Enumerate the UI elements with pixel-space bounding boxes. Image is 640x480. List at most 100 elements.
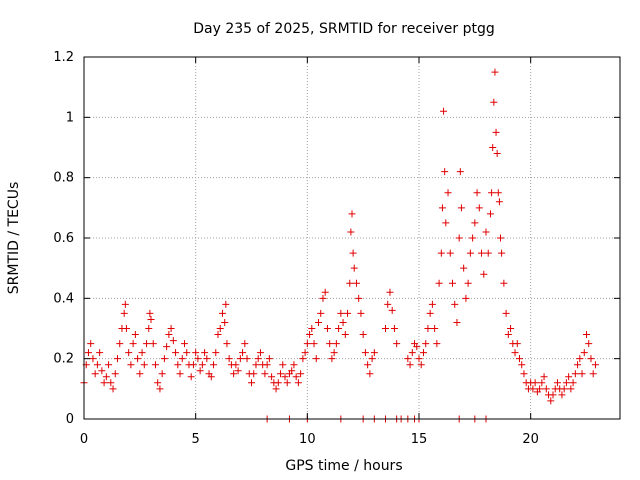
data-point (187, 373, 195, 381)
data-point (419, 349, 427, 357)
data-point (484, 249, 492, 257)
data-point (516, 355, 523, 363)
data-point (146, 309, 154, 317)
data-point (183, 349, 191, 357)
data-point (178, 355, 186, 363)
data-point (306, 331, 314, 339)
data-point (339, 318, 347, 326)
data-point (93, 361, 101, 369)
data-point (349, 249, 357, 257)
data-point (308, 325, 316, 332)
x-tick-label: 5 (192, 432, 200, 447)
data-point (252, 361, 260, 369)
data-point (562, 379, 570, 387)
data-point (129, 340, 137, 348)
y-axis-label: SRMTID / TECUs (6, 182, 22, 295)
data-point (386, 288, 394, 296)
data-point (352, 279, 360, 287)
data-point (223, 340, 231, 348)
data-point (560, 385, 568, 393)
data-point (256, 349, 264, 357)
data-point (288, 367, 296, 375)
data-point (158, 370, 166, 378)
data-point (176, 370, 184, 378)
data-point (486, 210, 494, 218)
data-point (406, 361, 414, 369)
data-point (216, 325, 224, 332)
data-point (364, 361, 372, 369)
data-point (169, 337, 177, 345)
data-point (297, 370, 305, 378)
data-point (109, 385, 117, 393)
data-point (444, 189, 452, 197)
data-point (111, 370, 119, 378)
data-point (212, 349, 220, 357)
data-point (310, 340, 318, 348)
data-point (464, 279, 472, 287)
data-point (553, 379, 561, 387)
data-point (404, 355, 412, 363)
data-point (105, 361, 113, 369)
data-point (583, 331, 590, 339)
data-point (145, 325, 153, 332)
data-point (330, 349, 338, 357)
data-point (174, 361, 182, 369)
data-point (446, 249, 454, 257)
data-point (283, 379, 291, 387)
data-point (440, 107, 448, 115)
data-point (261, 370, 269, 378)
data-point (457, 204, 465, 212)
data-point (531, 379, 539, 387)
data-point (201, 349, 209, 357)
data-point (348, 210, 356, 218)
data-point (263, 361, 271, 369)
data-point (312, 355, 320, 363)
data-point (547, 397, 555, 405)
data-point (580, 349, 588, 357)
data-point (497, 234, 505, 242)
data-point (335, 325, 343, 332)
data-point (346, 279, 354, 287)
data-point (441, 168, 449, 176)
data-point (361, 349, 369, 357)
data-point (558, 391, 566, 399)
data-point (462, 294, 470, 302)
data-point (203, 355, 211, 363)
data-point (428, 300, 436, 308)
data-point (451, 300, 459, 308)
data-point (167, 325, 175, 332)
data-point (165, 331, 173, 339)
data-point (91, 370, 99, 378)
data-point (192, 349, 200, 357)
data-point (355, 294, 363, 302)
data-point (359, 331, 367, 339)
data-point (437, 249, 445, 257)
data-point (449, 279, 456, 287)
data-point (482, 228, 490, 236)
x-tick-label: 20 (522, 432, 539, 447)
data-point (536, 385, 544, 393)
data-point (290, 361, 298, 369)
x-axis-label: GPS time / hours (285, 458, 402, 474)
data-point (504, 331, 512, 339)
data-point (357, 309, 365, 317)
y-tick-label: 1.2 (53, 50, 74, 65)
data-point (332, 340, 340, 348)
data-point (413, 343, 421, 351)
data-point (198, 361, 206, 369)
data-point (475, 204, 483, 212)
data-point (87, 340, 95, 348)
data-point (567, 385, 575, 393)
data-point (433, 340, 441, 348)
data-point (241, 340, 249, 348)
data-point (102, 373, 110, 381)
data-point (571, 370, 579, 378)
data-point (417, 361, 425, 369)
data-point (279, 361, 287, 369)
data-point (277, 370, 285, 378)
data-point (89, 355, 97, 363)
data-point (442, 219, 450, 227)
data-point (388, 306, 396, 314)
data-point (435, 279, 443, 287)
data-point (265, 355, 273, 363)
